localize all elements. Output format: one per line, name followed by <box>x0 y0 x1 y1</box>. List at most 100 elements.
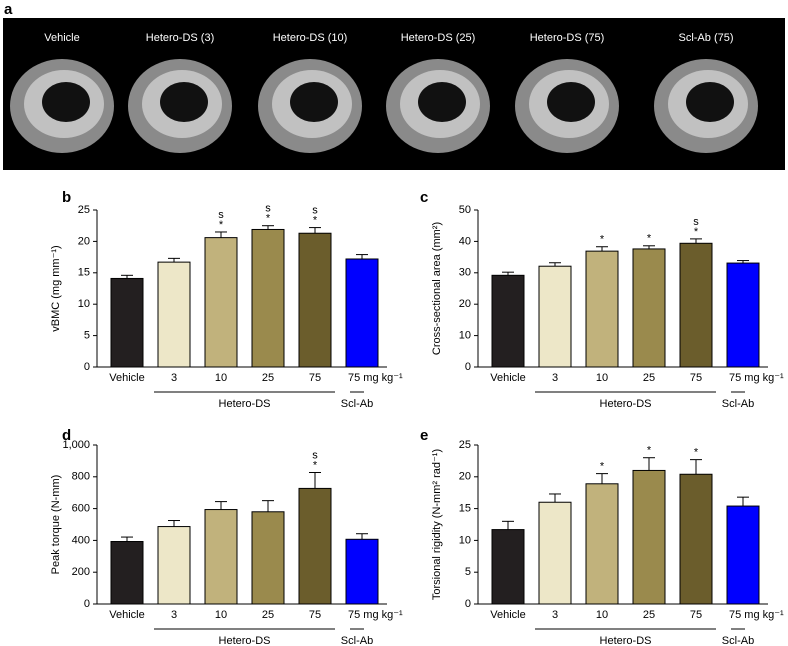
x-tick-label: 75 <box>309 609 321 621</box>
bar <box>204 509 238 605</box>
x-tick-label: 10 <box>215 609 227 621</box>
image-label: Hetero-DS (25) <box>401 32 476 44</box>
x-tick-label: 75 mg kg⁻¹ <box>729 372 784 384</box>
y-tick-label: 20 <box>459 471 471 483</box>
significance-mark: s <box>218 209 224 221</box>
y-tick-label: 5 <box>84 330 90 342</box>
x-tick-label: 3 <box>171 609 177 621</box>
group-label: Scl-Ab <box>722 635 754 646</box>
bar <box>491 274 525 368</box>
x-tick-label: 75 mg kg⁻¹ <box>729 609 784 621</box>
x-tick-label: 10 <box>596 372 608 384</box>
y-tick-label: 800 <box>72 471 90 483</box>
y-tick-label: 1,000 <box>62 439 90 451</box>
group-label: Scl-Ab <box>341 398 373 410</box>
y-tick-label: 15 <box>78 267 90 279</box>
y-tick-label: 25 <box>459 439 471 451</box>
bar <box>679 242 713 368</box>
image-label: Hetero-DS (10) <box>273 32 348 44</box>
y-tick-label: 0 <box>84 598 90 610</box>
y-axis-label: Torsional rigidity (N-mm² rad⁻¹) <box>431 449 443 600</box>
bar <box>491 529 525 605</box>
bar <box>585 250 619 368</box>
bar <box>345 258 379 368</box>
x-tick-label: 3 <box>552 372 558 384</box>
x-tick-label: 10 <box>596 609 608 621</box>
bar <box>251 228 285 368</box>
panel-letter: c <box>420 189 428 206</box>
group-label: Hetero-DS <box>219 398 271 410</box>
y-tick-label: 5 <box>465 566 471 578</box>
significance-mark: * <box>600 461 605 473</box>
significance-mark: * <box>647 445 652 457</box>
panel-letter: a <box>4 1 13 18</box>
y-tick-label: 200 <box>72 566 90 578</box>
significance-mark: s <box>312 204 318 216</box>
x-tick-label: 75 <box>690 372 702 384</box>
x-tick-label: 75 mg kg⁻¹ <box>348 372 403 384</box>
significance-mark: * <box>694 226 699 238</box>
x-tick-label: Vehicle <box>490 372 525 384</box>
bar <box>726 262 760 368</box>
x-tick-label: 3 <box>171 372 177 384</box>
x-tick-label: 25 <box>262 609 274 621</box>
panel-letter: e <box>420 427 428 444</box>
significance-mark: * <box>313 214 318 226</box>
y-axis-label: Peak torque (N-mm) <box>50 475 62 575</box>
x-tick-label: Vehicle <box>490 609 525 621</box>
y-tick-label: 15 <box>459 503 471 515</box>
y-tick-label: 600 <box>72 503 90 515</box>
y-tick-label: 10 <box>459 534 471 546</box>
bone-marrow <box>42 82 90 122</box>
y-tick-label: 20 <box>78 235 90 247</box>
bar <box>726 505 760 605</box>
y-tick-label: 0 <box>84 361 90 373</box>
significance-mark: s <box>265 203 271 215</box>
significance-mark: * <box>313 459 318 471</box>
group-label: Scl-Ab <box>341 635 373 646</box>
bar <box>157 526 191 605</box>
x-tick-label: 25 <box>643 372 655 384</box>
y-tick-label: 0 <box>465 361 471 373</box>
significance-mark: * <box>647 233 652 245</box>
y-tick-label: 10 <box>459 330 471 342</box>
y-tick-label: 25 <box>78 204 90 216</box>
y-tick-label: 0 <box>465 598 471 610</box>
x-tick-label: Vehicle <box>109 372 144 384</box>
bar <box>110 541 144 605</box>
y-axis-label: vBMC (mg mm⁻¹) <box>50 245 62 331</box>
significance-mark: * <box>600 234 605 246</box>
y-tick-label: 50 <box>459 204 471 216</box>
image-label: Vehicle <box>44 32 79 44</box>
panel-letter: d <box>62 427 71 444</box>
y-tick-label: 400 <box>72 534 90 546</box>
y-tick-label: 10 <box>78 298 90 310</box>
bar <box>585 483 619 605</box>
bar <box>538 265 572 368</box>
bone-marrow <box>290 82 338 122</box>
x-tick-label: 25 <box>643 609 655 621</box>
image-label: Scl-Ab (75) <box>678 32 733 44</box>
bar <box>110 277 144 368</box>
bar <box>298 232 332 368</box>
bar <box>251 511 285 605</box>
significance-mark: s <box>693 216 699 228</box>
bone-marrow <box>418 82 466 122</box>
significance-mark: * <box>219 219 224 231</box>
panel-letter: b <box>62 189 71 206</box>
bar <box>679 473 713 605</box>
significance-mark: s <box>312 449 318 461</box>
bone-marrow <box>160 82 208 122</box>
x-tick-label: 75 <box>309 372 321 384</box>
significance-mark: * <box>266 213 271 225</box>
x-tick-label: 25 <box>262 372 274 384</box>
bar <box>298 487 332 605</box>
group-label: Hetero-DS <box>600 398 652 410</box>
bar <box>157 261 191 368</box>
bar <box>204 237 238 368</box>
x-tick-label: 75 <box>690 609 702 621</box>
significance-mark: * <box>694 447 699 459</box>
x-tick-label: 75 mg kg⁻¹ <box>348 609 403 621</box>
y-tick-label: 30 <box>459 267 471 279</box>
